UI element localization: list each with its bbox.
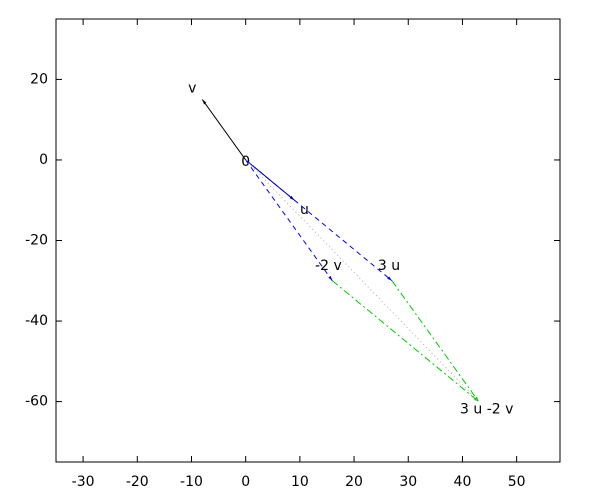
vector: [201, 99, 247, 161]
vector: [245, 159, 333, 282]
vector: [332, 280, 480, 402]
y-tick-label: -40: [25, 313, 48, 329]
x-tick-label: 20: [345, 474, 363, 490]
y-tick-label: 0: [39, 152, 48, 168]
y-tick-label: -60: [25, 394, 48, 410]
vector: [245, 159, 480, 402]
x-tick-label: -30: [72, 474, 95, 490]
x-tick-label: -10: [180, 474, 203, 490]
vector: [391, 280, 480, 402]
x-tick-label: 0: [241, 474, 250, 490]
x-tick-label: -20: [126, 474, 149, 490]
y-tick-label: 20: [30, 71, 48, 87]
vector: [245, 159, 393, 282]
vector-label: u: [300, 202, 309, 218]
y-tick-label: -20: [25, 233, 48, 249]
vector-label: 3 u: [378, 258, 400, 274]
x-tick-label: 40: [454, 474, 472, 490]
vector-label: v: [188, 81, 196, 97]
plot-frame: [55, 18, 561, 463]
x-tick-label: 30: [399, 474, 417, 490]
vector-label: 3 u -2 v: [460, 402, 513, 418]
vector-label: -2 v: [315, 258, 342, 274]
x-tick-label: 10: [291, 474, 309, 490]
x-tick-label: 50: [508, 474, 526, 490]
origin-label: 0: [241, 154, 250, 170]
